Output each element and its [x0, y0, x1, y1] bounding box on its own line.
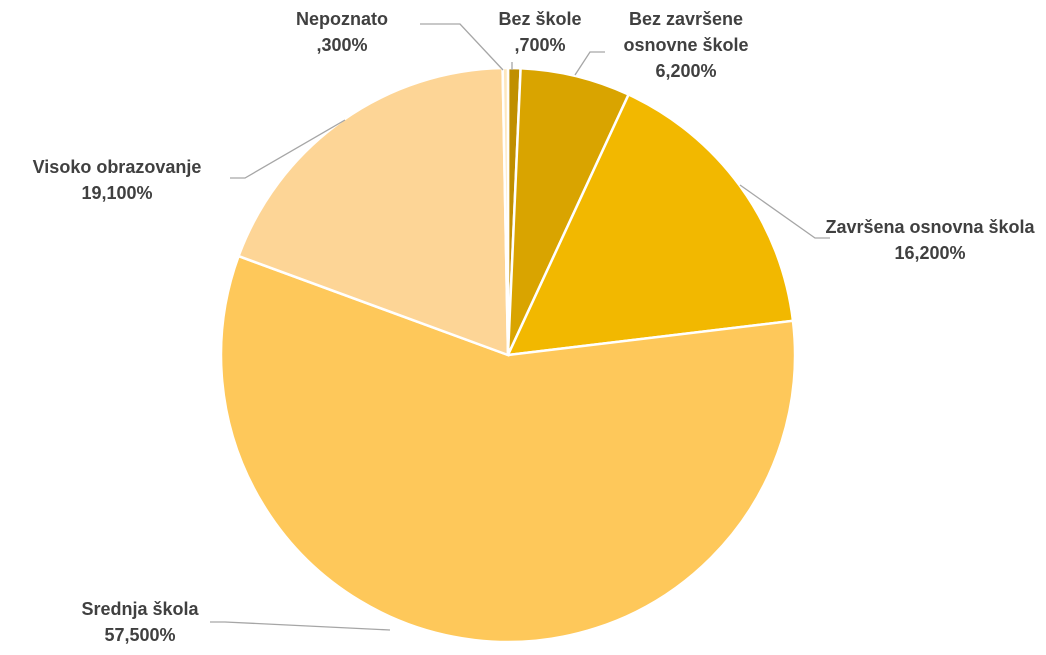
data-label: Nepoznato ,300% [282, 6, 402, 58]
category-label: Bez završene osnovne škole [623, 9, 749, 55]
value-label: 16,200% [894, 243, 966, 263]
data-label: Završena osnovna škola 16,200% [825, 214, 1035, 266]
value-label: 57,500% [104, 625, 176, 645]
leader-line [739, 184, 830, 239]
value-label: 19,100% [81, 183, 153, 203]
pie-slice [219, 254, 797, 644]
category-label: Bez škole [498, 9, 582, 29]
category-label: Završena osnovna škola [825, 217, 1035, 237]
value-label: ,300% [316, 35, 368, 55]
data-label: Bez završene osnovne škole 6,200% [611, 6, 761, 84]
data-label: Visoko obrazovanje 19,100% [0, 154, 237, 206]
leader-line [420, 23, 504, 71]
value-label: ,700% [514, 35, 566, 55]
category-label: Srednja škola [81, 599, 199, 619]
pie-slice [505, 92, 795, 357]
category-label: Visoko obrazovanje [32, 157, 202, 177]
category-label: Nepoznato [296, 9, 388, 29]
data-label: Bez škole ,700% [485, 6, 595, 58]
leader-line [230, 119, 346, 179]
leader-lines [210, 23, 830, 631]
leader-line [574, 51, 605, 76]
value-label: 6,200% [655, 61, 717, 81]
leader-line [210, 621, 391, 631]
pie-slice [501, 66, 510, 356]
data-label: Srednja škola 57,500% [40, 596, 240, 648]
